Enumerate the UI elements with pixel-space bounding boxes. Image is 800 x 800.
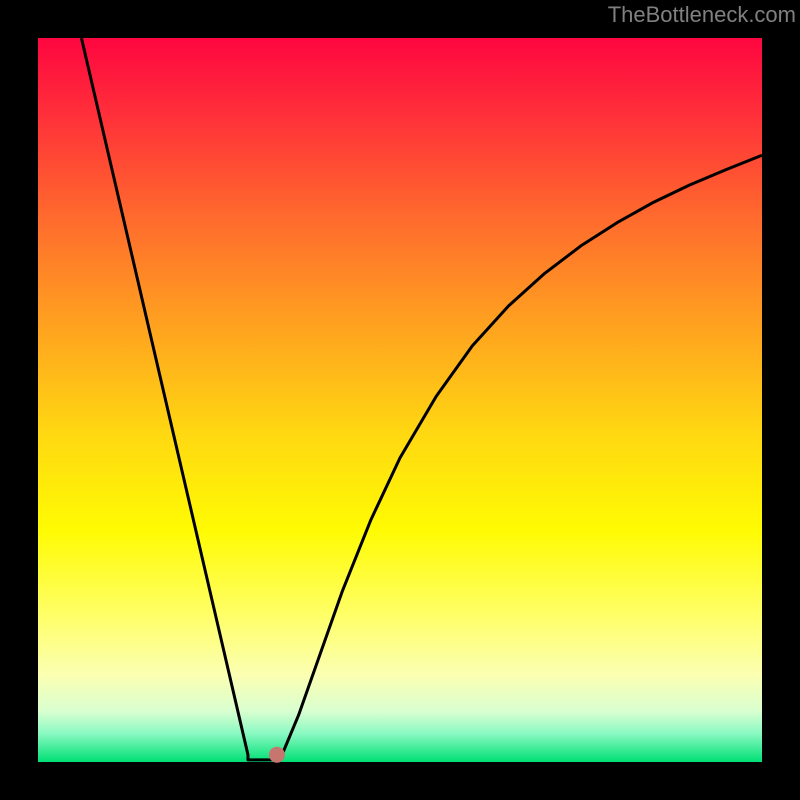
optimal-point-marker bbox=[269, 747, 285, 763]
bottleneck-chart: TheBottleneck.com bbox=[0, 0, 800, 800]
chart-svg bbox=[0, 0, 800, 800]
chart-plot-area bbox=[38, 38, 762, 762]
